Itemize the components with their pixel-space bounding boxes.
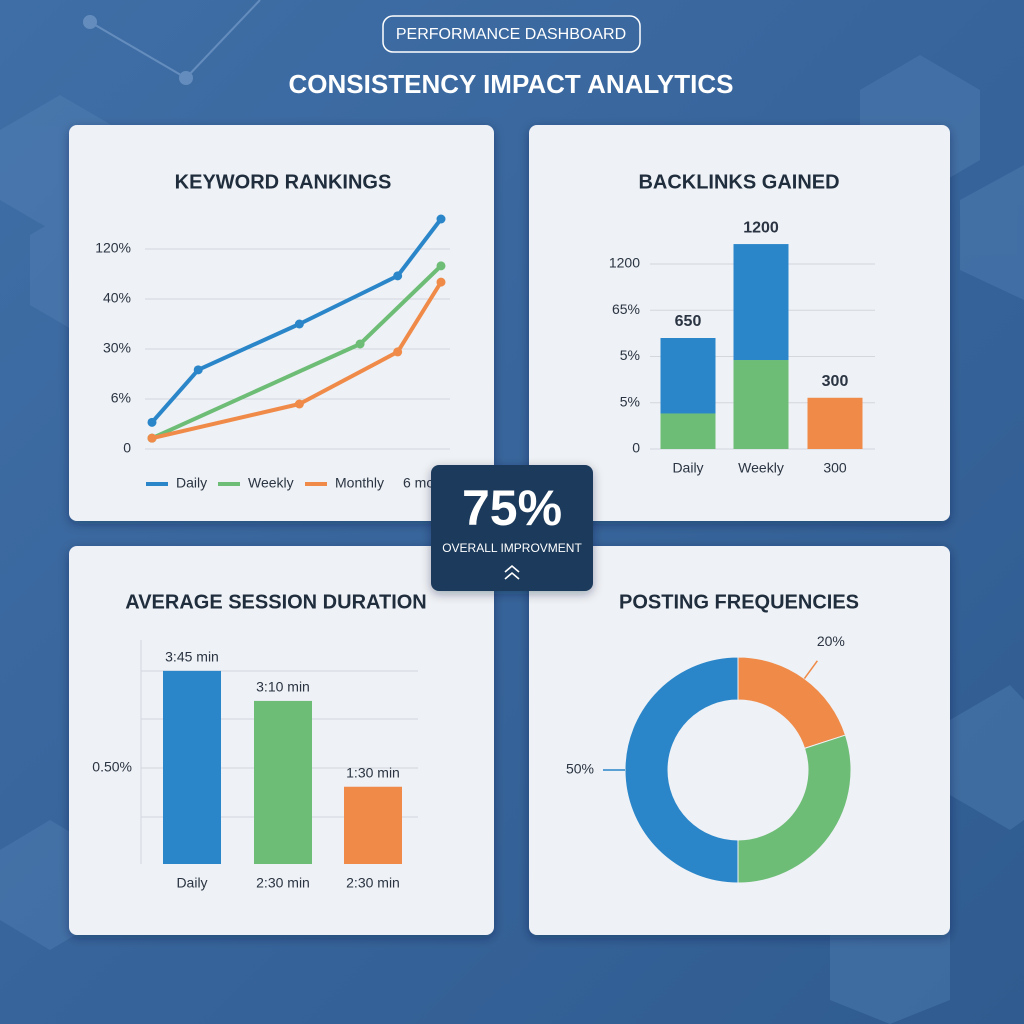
chart-title: KEYWORD RANKINGS: [175, 171, 392, 193]
data-point: [436, 277, 446, 287]
bar-segment: [660, 413, 716, 449]
bar-segment: [807, 397, 863, 449]
bar: [163, 670, 221, 864]
y-tick-label: 5%: [620, 393, 640, 409]
total-label: 650: [675, 313, 702, 330]
value-label: 50%: [566, 761, 594, 777]
y-tick-label: 40%: [103, 290, 131, 306]
bar: [254, 700, 312, 864]
data-point: [147, 433, 157, 443]
chevron-icon: [504, 564, 520, 580]
data-point: [393, 271, 403, 281]
y-tick-label: 0: [123, 440, 131, 456]
header-title: CONSISTENCY IMPACT ANALYTICS: [289, 69, 734, 99]
network-decor: [83, 0, 261, 85]
y-tick-label: 65%: [612, 301, 640, 317]
total-label: 300: [822, 373, 849, 390]
bar: [344, 786, 402, 864]
bar-segment: [733, 360, 789, 449]
y-tick-label: 0.50%: [92, 759, 132, 775]
data-point: [436, 214, 446, 224]
y-tick-label: 30%: [103, 340, 131, 356]
y-tick-label: 1200: [609, 255, 640, 271]
y-tick-label: 120%: [95, 240, 131, 256]
highlight-card: [431, 465, 593, 591]
value-label: 3:45 min: [165, 649, 219, 665]
data-point: [436, 261, 446, 271]
x-tick-label: Daily: [176, 875, 207, 891]
x-tick-label: Daily: [672, 460, 703, 476]
x-tick-label: 2:30 min: [256, 875, 310, 891]
chart-title: POSTING FREQUENCIES: [619, 591, 859, 613]
donut-slice: [737, 734, 852, 884]
charts: KEYWORD RANKINGS 0 6% 30% 40% 120% Daily Weekly…: [92, 171, 875, 891]
data-point: [393, 347, 403, 357]
highlight-value: 75%: [462, 480, 562, 536]
x-tick-label: Weekly: [738, 460, 784, 476]
donut-slice: [624, 656, 739, 884]
label-leader: [803, 660, 818, 680]
x-tick-label: 2:30 min: [346, 875, 400, 891]
bar-segment: [733, 244, 789, 361]
data-point: [355, 339, 365, 349]
header-badge: PERFORMANCE DASHBOARD: [396, 26, 626, 43]
legend-label: Monthly: [335, 475, 384, 491]
value-label: 1:30 min: [346, 764, 400, 780]
chart-title: BACKLINKS GAINED: [638, 171, 839, 193]
chart-title: AVERAGE SESSION DURATION: [125, 591, 427, 613]
highlight-label: OVERALL IMPROVMENT: [442, 541, 582, 555]
header-badge-frame: [382, 15, 641, 53]
value-label: 20%: [817, 633, 845, 649]
card: [529, 546, 950, 935]
data-point: [193, 365, 203, 375]
data-point: [294, 399, 304, 409]
value-label: 3:10 min: [256, 679, 310, 695]
data-point: [147, 417, 157, 427]
y-tick-label: 5%: [620, 347, 640, 363]
total-label: 1200: [743, 219, 779, 236]
legend-label: Weekly: [248, 475, 294, 491]
x-tick-label: 300: [823, 460, 847, 476]
card: [69, 125, 494, 521]
bar-segment: [660, 338, 716, 414]
legend-label: 6 mo: [403, 475, 434, 491]
data-point: [294, 319, 304, 329]
y-tick-label: 0: [632, 440, 640, 456]
legend-label: Daily: [176, 475, 207, 491]
y-tick-label: 6%: [111, 390, 131, 406]
series-line: [151, 281, 443, 441]
